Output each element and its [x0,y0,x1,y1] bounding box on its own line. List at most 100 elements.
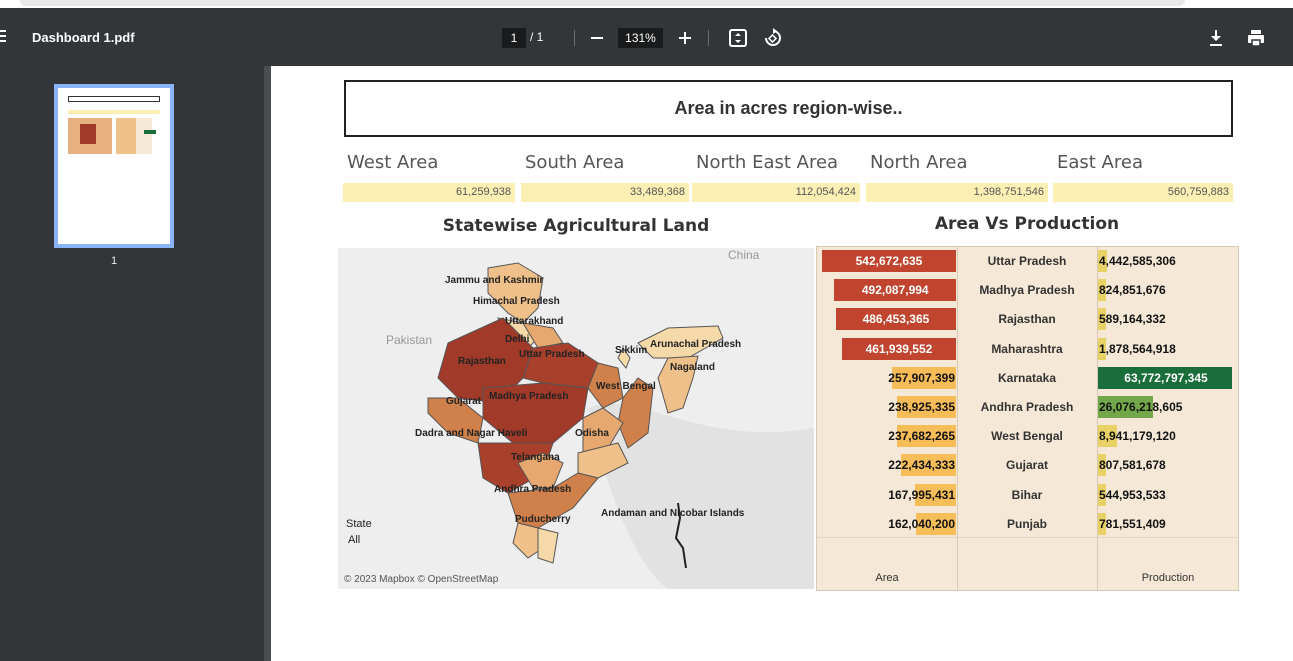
area-vs-production-chart: Area Production 542,672,635 Uttar Pradesh… [816,246,1239,591]
x-axis-label-production: Production [1141,572,1195,584]
column-divider [957,247,958,590]
state-name: West Bengal [991,429,1063,444]
menu-icon[interactable] [0,30,8,44]
area-value-label: 486,453,365 [862,312,930,327]
region-west: West Area 61,259,938 [343,152,517,202]
state-name: Karnataka [997,370,1057,385]
map-label-arunachal: Arunachal Pradesh [650,339,742,350]
area-bar[interactable] [834,279,956,302]
rotate-icon[interactable] [761,26,785,50]
toolbar-divider [708,30,709,46]
page-number-input[interactable]: 1 [502,28,526,48]
region-name: North East Area [696,152,839,173]
thumbnail-page-number: 1 [110,255,118,267]
production-bar[interactable] [1098,483,1106,506]
page-thumbnail[interactable] [54,84,174,248]
map-label-china: China [728,248,760,262]
region-value: 112,054,424 [692,183,860,202]
area-bar[interactable] [835,308,956,331]
state-name: Punjab [1006,516,1047,531]
area-value-label: 167,995,431 [888,487,955,502]
map-credit: © 2023 Mapbox © OpenStreetMap [344,574,499,585]
production-value-label: 1,878,564,918 [1099,341,1176,356]
production-bar[interactable] [1098,396,1153,418]
production-bar[interactable] [1098,366,1232,389]
production-value-label: 26,076,218,605 [1099,400,1183,414]
production-value-label: 781,551,409 [1099,516,1166,531]
region-value: 1,398,751,546 [866,183,1048,202]
map-label-ap: Andhra Pradesh [494,484,572,495]
region-value: 560,759,883 [1053,183,1233,202]
area-value-label: 238,925,335 [888,400,955,414]
map-label-odisha: Odisha [575,428,609,439]
area-bar[interactable] [914,483,956,506]
region-value: 61,259,938 [343,183,515,202]
zoom-level-input[interactable]: 131% [618,28,663,48]
map-label-jk: Jammu and Kashmir [445,275,544,286]
area-value-label: 257,907,399 [888,370,955,385]
sidebar-scrollbar[interactable] [264,66,271,661]
production-bar[interactable] [1098,512,1106,535]
zoom-out-icon[interactable] [585,26,609,50]
dashboard-heading: Area in acres region-wise.. [344,80,1233,137]
region-east: East Area 560,759,883 [1053,152,1233,202]
print-icon[interactable] [1244,26,1268,50]
production-value-label: 63,772,797,345 [1124,370,1208,385]
map-label-dnh: Dadra and Nagar Haveli [415,428,528,439]
region-north: North Area 1,398,751,546 [866,152,1050,202]
map-label-wb: West Bengal [596,381,656,392]
area-bar[interactable] [822,250,956,272]
download-icon[interactable] [1204,26,1228,50]
area-bar[interactable] [915,512,956,535]
production-value-label: 824,851,676 [1099,283,1166,298]
production-bar[interactable] [1098,337,1106,360]
legend-title: State [346,518,372,530]
production-bar[interactable] [1098,250,1108,272]
area-bar[interactable] [897,425,956,448]
area-value-label: 162,040,200 [888,516,955,531]
area-bar[interactable] [901,454,956,477]
page-total: / 1 [530,30,544,44]
region-name: North Area [870,152,968,173]
map-label-rajasthan: Rajasthan [458,356,506,367]
pdf-toolbar: Dashboard 1.pdf 1 / 1 131% [0,8,1293,66]
document-title: Dashboard 1.pdf [32,30,135,45]
map-legend[interactable]: State All [346,516,372,548]
region-name: East Area [1057,152,1143,173]
area-vs-production-title: Area Vs Production [934,214,1120,234]
region-north-east: North East Area 112,054,424 [692,152,861,202]
area-bar[interactable] [897,396,956,418]
browser-top-strip [0,0,1293,8]
india-map-shapes [338,248,814,589]
map-label-nagaland: Nagaland [670,362,716,373]
india-map[interactable]: China Pakistan Jammu and Kashmir Himacha… [338,248,814,589]
area-bar[interactable] [841,337,956,360]
x-axis-label-area: Area [875,572,899,584]
production-value-label: 807,581,678 [1099,458,1166,473]
production-bar[interactable] [1098,308,1106,331]
legend-value: All [348,534,361,546]
map-label-delhi: Delhi [505,334,530,345]
production-bar[interactable] [1098,279,1106,302]
map-label-puducherry: Puducherry [515,514,571,525]
region-south: South Area 33,489,368 [521,152,690,202]
map-label-telangana: Telangana [511,452,560,463]
production-value-label: 544,953,533 [1099,487,1166,502]
map-label-uk: Uttarakhand [505,316,564,327]
column-divider [1097,247,1098,590]
fit-page-icon[interactable] [726,26,750,50]
axis-line [817,537,1238,538]
toolbar-divider [574,30,575,46]
production-bar[interactable] [1098,454,1106,477]
zoom-in-icon[interactable] [673,26,697,50]
state-name: Madhya Pradesh [979,283,1075,298]
map-label-pakistan: Pakistan [386,333,433,347]
area-value-label: 222,434,333 [888,458,955,473]
state-name: Maharashtra [991,341,1063,356]
production-bar[interactable] [1098,425,1117,448]
map-label-sikkim: Sikkim [615,345,648,356]
region-name: West Area [347,152,439,173]
area-bar[interactable] [892,366,956,389]
state-name: Bihar [1011,487,1043,502]
region-name: South Area [525,152,625,173]
